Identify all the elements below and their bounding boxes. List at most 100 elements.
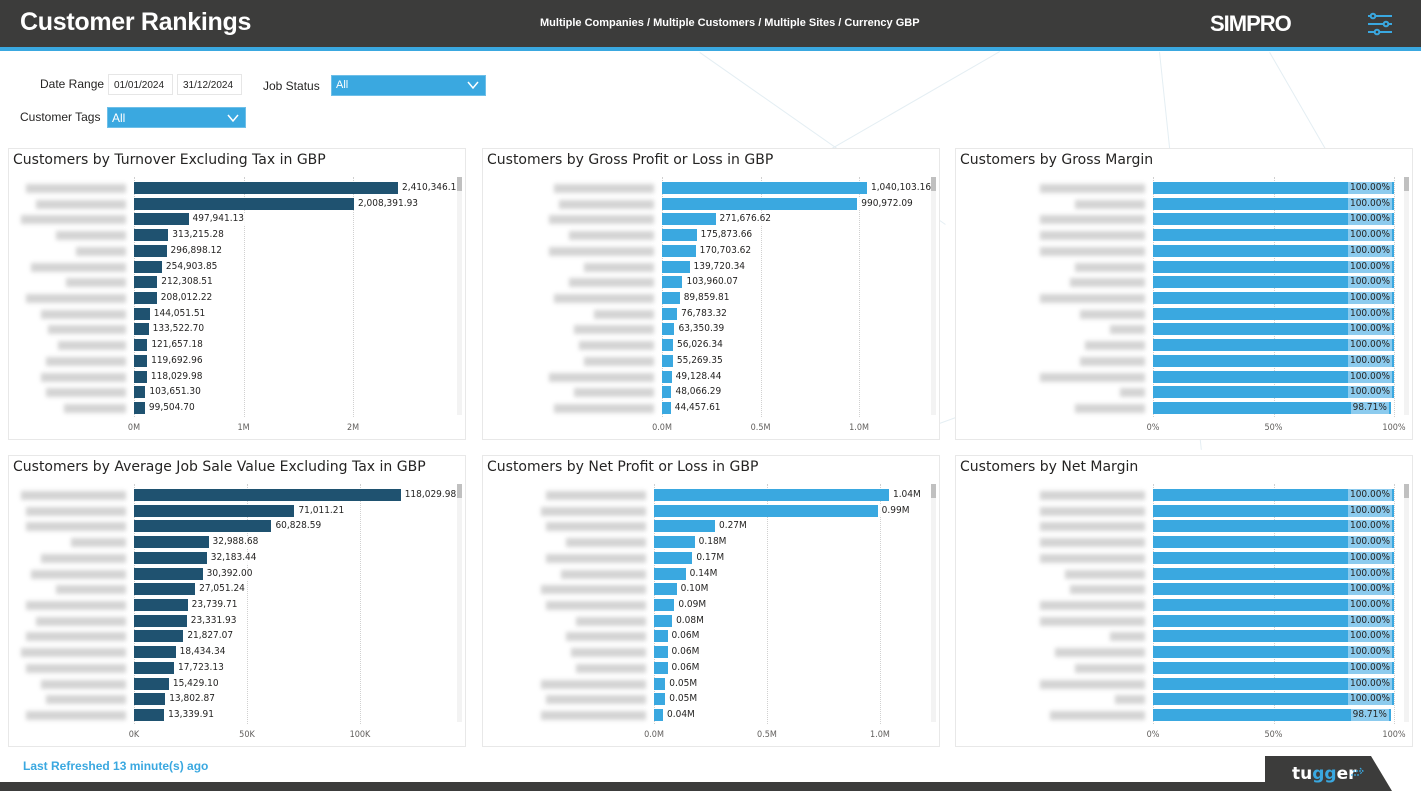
bar-row[interactable]: 100.00% xyxy=(956,370,1412,384)
bar-row[interactable]: 0.10M xyxy=(483,583,939,596)
scrollbar[interactable] xyxy=(1404,177,1409,415)
bar[interactable] xyxy=(1153,197,1394,210)
bar-row[interactable]: 60,828.59 xyxy=(9,520,465,533)
bar[interactable] xyxy=(662,244,696,257)
bar[interactable] xyxy=(134,213,189,226)
bar[interactable] xyxy=(134,598,188,611)
bar-row[interactable]: 100.00% xyxy=(956,693,1412,706)
bar-row[interactable]: 32,183.44 xyxy=(9,551,465,565)
bar-row[interactable]: 21,827.07 xyxy=(9,630,465,643)
bar[interactable] xyxy=(134,401,145,414)
bar-row[interactable]: 100.00% xyxy=(956,520,1412,533)
bar-row[interactable]: 118,029.98 xyxy=(9,370,465,384)
bar[interactable] xyxy=(134,567,203,580)
bar[interactable] xyxy=(654,551,693,564)
bar-row[interactable]: 100.00% xyxy=(956,307,1412,321)
bar[interactable] xyxy=(134,630,184,643)
bar-row[interactable]: 118,029.98 xyxy=(9,489,465,502)
bar[interactable] xyxy=(134,614,187,627)
bar[interactable] xyxy=(654,677,666,690)
bar[interactable] xyxy=(654,504,878,517)
bar[interactable] xyxy=(662,260,690,273)
bar[interactable] xyxy=(1153,213,1394,226)
bar-row[interactable]: 100.00% xyxy=(956,489,1412,502)
bar-row[interactable]: 71,011.21 xyxy=(9,504,465,518)
bar[interactable] xyxy=(134,354,148,367)
bar-row[interactable]: 30,392.00 xyxy=(9,567,465,581)
bar-row[interactable]: 212,308.51 xyxy=(9,276,465,289)
bar-row[interactable]: 170,703.62 xyxy=(483,244,939,258)
bar[interactable] xyxy=(662,354,673,367)
bar-row[interactable]: 98.71% xyxy=(956,401,1412,415)
bar[interactable] xyxy=(1153,504,1394,517)
bar-row[interactable]: 100.00% xyxy=(956,598,1412,612)
bar-row[interactable]: 63,350.39 xyxy=(483,323,939,336)
scrollbar-thumb[interactable] xyxy=(457,177,462,191)
bar[interactable] xyxy=(134,489,401,501)
scrollbar[interactable] xyxy=(1404,484,1409,722)
bar-row[interactable]: 100.00% xyxy=(956,630,1412,643)
bar-row[interactable]: 0.08M xyxy=(483,614,939,628)
bar-row[interactable]: 0.27M xyxy=(483,520,939,533)
bar-row[interactable]: 296,898.12 xyxy=(9,244,465,258)
bar-row[interactable]: 133,522.70 xyxy=(9,323,465,336)
bar-row[interactable]: 100.00% xyxy=(956,197,1412,211)
bar-row[interactable]: 32,988.68 xyxy=(9,536,465,549)
bar-row[interactable]: 119,692.96 xyxy=(9,354,465,368)
scrollbar-thumb[interactable] xyxy=(931,484,936,498)
bar-row[interactable]: 13,802.87 xyxy=(9,693,465,706)
bar[interactable] xyxy=(134,708,165,721)
bar[interactable] xyxy=(1153,489,1394,501)
bar-row[interactable]: 23,331.93 xyxy=(9,614,465,628)
bar[interactable] xyxy=(662,401,671,414)
bar-row[interactable]: 100.00% xyxy=(956,583,1412,596)
scrollbar-thumb[interactable] xyxy=(1404,177,1409,191)
bar[interactable] xyxy=(662,386,672,399)
job-status-dropdown[interactable]: All xyxy=(331,75,486,96)
bar-row[interactable]: 1,040,103.16 xyxy=(483,182,939,195)
bar[interactable] xyxy=(1153,520,1394,533)
bar-row[interactable]: 100.00% xyxy=(956,661,1412,675)
bar[interactable] xyxy=(134,693,166,706)
bar[interactable] xyxy=(662,197,858,210)
bar-row[interactable]: 23,739.71 xyxy=(9,598,465,612)
bar-row[interactable]: 15,429.10 xyxy=(9,677,465,691)
bar[interactable] xyxy=(662,182,867,194)
bar-row[interactable]: 121,657.18 xyxy=(9,339,465,352)
bar-row[interactable]: 100.00% xyxy=(956,213,1412,226)
bar[interactable] xyxy=(1153,182,1394,194)
bar[interactable] xyxy=(1153,646,1394,659)
bar[interactable] xyxy=(1153,583,1394,596)
bar[interactable] xyxy=(1153,291,1394,304)
bar[interactable] xyxy=(1153,370,1394,383)
bar[interactable] xyxy=(1153,551,1394,564)
bar[interactable] xyxy=(654,646,668,659)
bar[interactable] xyxy=(134,504,295,517)
bar-row[interactable]: 497,941.13 xyxy=(9,213,465,226)
bar[interactable] xyxy=(1153,323,1394,336)
bar[interactable] xyxy=(662,307,678,320)
bar-row[interactable]: 17,723.13 xyxy=(9,661,465,675)
bar[interactable] xyxy=(654,693,666,706)
bar[interactable] xyxy=(134,583,196,596)
scrollbar[interactable] xyxy=(457,177,462,415)
bar-row[interactable]: 55,269.35 xyxy=(483,354,939,368)
bar-row[interactable]: 100.00% xyxy=(956,567,1412,581)
bar-row[interactable]: 0.09M xyxy=(483,598,939,612)
bar[interactable] xyxy=(1153,630,1394,643)
bar[interactable] xyxy=(1153,598,1394,611)
bar[interactable] xyxy=(1153,339,1394,352)
bar-row[interactable]: 0.05M xyxy=(483,693,939,706)
bar-row[interactable]: 175,873.66 xyxy=(483,229,939,242)
bar-row[interactable]: 0.14M xyxy=(483,567,939,581)
scrollbar[interactable] xyxy=(931,484,936,722)
bar[interactable] xyxy=(1153,276,1394,289)
bar[interactable] xyxy=(134,307,150,320)
bar[interactable] xyxy=(134,339,148,352)
bar-row[interactable]: 18,434.34 xyxy=(9,646,465,659)
bar[interactable] xyxy=(654,661,668,674)
bar[interactable] xyxy=(662,370,672,383)
bar[interactable] xyxy=(662,276,683,289)
bar-row[interactable]: 103,651.30 xyxy=(9,386,465,399)
bar[interactable] xyxy=(1153,229,1394,242)
